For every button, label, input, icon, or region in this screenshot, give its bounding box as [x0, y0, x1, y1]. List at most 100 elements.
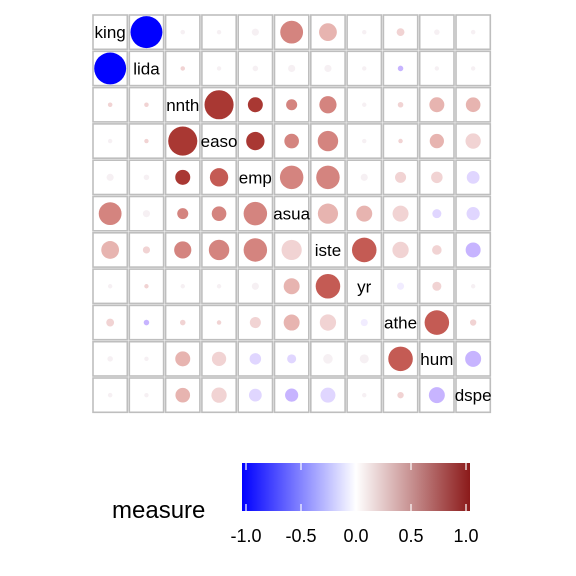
grid-cell	[382, 159, 419, 196]
legend-tick-label: 0.5	[398, 526, 423, 546]
correlation-circle-yr-hum	[432, 281, 442, 291]
correlation-circle-windspeed-season	[211, 387, 227, 403]
correlation-circle-casual-registered	[317, 203, 339, 224]
correlation-circle-windspeed-weathersit	[397, 391, 404, 399]
correlation-circle-registered-windspeed	[465, 242, 481, 258]
correlation-circle-mnth-registered	[319, 96, 337, 114]
correlation-circle-yr-mnth	[180, 284, 185, 289]
correlation-circle-holiday-yr	[362, 66, 367, 71]
correlation-circle-casual-yr	[356, 205, 373, 222]
correlation-circle-temp-yr	[360, 173, 368, 181]
correlation-circle-registered-holiday	[142, 246, 151, 254]
correlation-circle-temp-mnth	[175, 169, 191, 185]
correlation-circle-windspeed-holiday	[144, 392, 149, 398]
correlation-circle-casual-holiday	[142, 210, 151, 218]
correlation-circle-season-working	[107, 138, 113, 144]
grid-cell	[418, 340, 455, 377]
correlation-circle-casual-windspeed	[466, 207, 480, 221]
correlation-circle-season-yr	[362, 138, 367, 144]
correlation-circle-casual-working	[98, 202, 122, 226]
correlation-circle-yr-registered	[315, 273, 341, 299]
legend-title: measure	[112, 497, 205, 524]
correlation-circle-registered-hum	[432, 245, 442, 255]
correlation-circle-hum-working	[107, 356, 113, 362]
grid-cell	[128, 50, 165, 87]
correlation-circle-working-registered	[319, 23, 337, 42]
legend-tick-label: 0.0	[343, 526, 368, 546]
grid-cell	[201, 232, 237, 268]
grid-cell	[455, 50, 492, 87]
correlation-circle-season-hum	[429, 133, 444, 149]
legend-colorbar	[242, 463, 470, 511]
correlation-circle-registered-weathersit	[392, 241, 409, 259]
correlation-circle-hum-yr	[359, 354, 369, 364]
correlation-circle-holiday-season	[216, 66, 222, 71]
grid-cell	[346, 86, 383, 123]
correlation-circle-holiday-casual	[288, 64, 296, 73]
grid-cell	[128, 340, 165, 377]
correlation-circle-registered-mnth	[174, 241, 192, 259]
correlation-circle-working-holiday	[130, 16, 163, 49]
correlation-circle-windspeed-yr	[362, 392, 367, 398]
correlation-circle-casual-temp	[243, 201, 268, 226]
correlation-circle-yr-weathersit	[396, 282, 405, 290]
correlation-circle-weathersit-season	[216, 320, 222, 325]
grid-cell	[346, 123, 383, 160]
grid-cell	[455, 232, 492, 268]
correlation-circle-season-weathersit	[398, 138, 403, 144]
correlation-circle-weathersit-windspeed	[469, 319, 477, 326]
correlation-circle-working-weathersit	[396, 28, 405, 37]
correlation-circle-registered-yr	[351, 237, 377, 263]
legend-tick-label: -1.0	[230, 526, 261, 546]
correlation-circle-holiday-registered	[324, 64, 332, 73]
correlation-circle-mnth-yr	[362, 102, 367, 107]
correlation-circle-windspeed-mnth	[175, 387, 191, 403]
grid-cell	[92, 123, 129, 160]
diagonal-label-yr: yr	[357, 277, 372, 296]
correlation-circle-holiday-weathersit	[397, 65, 404, 72]
diagonal-label-casual: asua	[273, 205, 310, 224]
correlation-circle-windspeed-hum	[428, 387, 445, 404]
correlation-circle-windspeed-registered	[320, 387, 336, 403]
correlation-circle-mnth-casual	[286, 99, 298, 111]
grid-cell	[273, 123, 310, 160]
diagonal-label-weathersit: athe	[384, 314, 417, 333]
legend-ticks: -1.0 -0.5 0.0 0.5 1.0	[230, 463, 479, 546]
correlation-circle-working-yr	[362, 29, 367, 35]
grid-cell	[201, 123, 237, 160]
correlation-circle-temp-season	[209, 168, 229, 187]
correlation-circle-casual-weathersit	[392, 205, 409, 222]
correlation-circle-weathersit-mnth	[179, 319, 186, 326]
correlation-circle-weathersit-working	[106, 318, 115, 327]
correlation-circle-hum-casual	[287, 354, 297, 364]
correlation-circle-temp-casual	[279, 165, 304, 190]
correlation-circle-registered-season	[208, 239, 230, 261]
correlation-circle-temp-registered	[316, 165, 340, 190]
grid-cell	[128, 304, 165, 341]
legend: measure -1.0 -0.5 0.0 0.5 1.0	[112, 463, 479, 546]
grid-cell	[455, 377, 492, 414]
grid-cell	[92, 14, 129, 51]
correlation-circle-holiday-mnth	[180, 66, 186, 71]
grid-cell	[382, 304, 419, 341]
correlation-circle-temp-windspeed	[466, 170, 480, 184]
diagonal-label-holiday: lida	[133, 59, 160, 78]
correlation-circle-mnth-weathersit	[397, 101, 404, 108]
correlation-circle-working-hum	[434, 29, 440, 35]
legend-tick-label: 1.0	[453, 526, 478, 546]
correlation-circle-registered-temp	[243, 238, 268, 262]
correlation-circle-windspeed-working	[107, 392, 113, 398]
correlation-circle-holiday-windspeed	[470, 66, 476, 71]
correlation-circle-windspeed-casual	[285, 388, 299, 402]
correlation-circle-hum-registered	[323, 354, 333, 364]
correlation-circle-hum-season	[211, 351, 227, 366]
correlation-circle-temp-weathersit	[395, 171, 407, 183]
grid-cell	[309, 232, 346, 268]
correlation-circle-working-season	[216, 29, 222, 35]
diagonal-label-working: king	[95, 23, 126, 42]
correlation-circle-yr-temp	[251, 282, 259, 290]
correlation-circle-yr-season	[216, 284, 222, 289]
correlation-circle-working-windspeed	[470, 29, 476, 35]
grid-cell	[201, 377, 237, 414]
